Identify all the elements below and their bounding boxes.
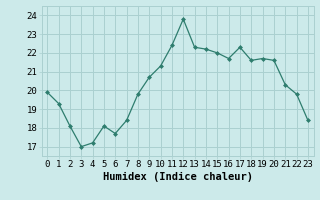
X-axis label: Humidex (Indice chaleur): Humidex (Indice chaleur) bbox=[103, 172, 252, 182]
